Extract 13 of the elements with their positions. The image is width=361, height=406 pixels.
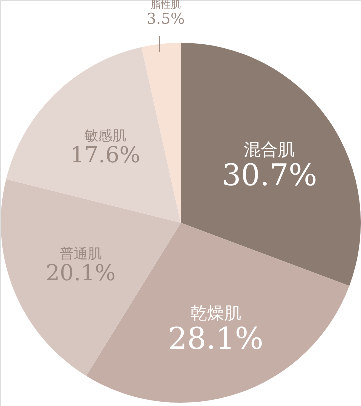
slice-label: 普通肌 — [60, 246, 102, 263]
data-label: 3.5% — [146, 10, 185, 28]
slice-label: 敏感肌 — [84, 128, 127, 145]
slice-label: 乾燥肌 — [190, 304, 242, 324]
slice-label: 脂性肌 — [150, 0, 181, 11]
data-label: 17.6% — [70, 144, 141, 169]
pie-slice — [181, 43, 361, 286]
data-label: 30.7% — [222, 158, 318, 194]
data-label: 28.1% — [168, 322, 264, 358]
slice-label: 混合肌 — [244, 140, 296, 160]
data-label: 20.1% — [46, 262, 116, 287]
pie-slice — [142, 43, 181, 223]
pie-slice — [6, 47, 181, 223]
